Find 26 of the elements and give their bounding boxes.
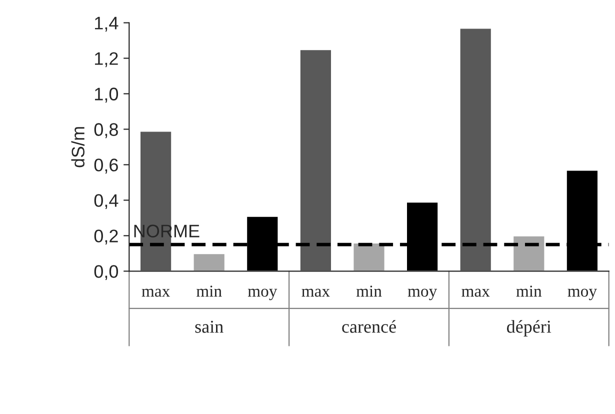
bar xyxy=(192,252,226,272)
text: dépéri xyxy=(506,320,552,336)
x-tick-label: moy xyxy=(408,288,438,300)
x-tick-label: moy xyxy=(248,288,278,300)
x-tick-label: moy xyxy=(568,288,597,300)
y-axis-title: dS/m xyxy=(71,127,85,168)
x-tick-label: min xyxy=(356,286,382,297)
y-tick-label: 0,6 xyxy=(94,158,118,174)
text: carencé xyxy=(342,320,396,333)
x-tick-label: min xyxy=(516,286,542,297)
y-tick-label: 0,0 xyxy=(94,265,118,280)
bar xyxy=(299,48,332,272)
x-tick-label: max xyxy=(142,288,170,297)
text: sain xyxy=(195,320,224,333)
x-tick-label: max xyxy=(462,288,490,297)
bar xyxy=(352,242,386,272)
y-tick-label: 1,2 xyxy=(95,52,118,68)
bar xyxy=(512,234,546,272)
x-tick-label: max xyxy=(302,288,330,297)
y-tick-label: 1,0 xyxy=(95,88,118,103)
y-tick-label: 0,8 xyxy=(94,123,118,138)
y-tick-label: 0,2 xyxy=(94,230,118,245)
y-tick-label: 0,4 xyxy=(94,194,118,210)
x-tick-label: min xyxy=(196,286,222,297)
y-tick-label: 1,4 xyxy=(95,16,118,32)
bar xyxy=(458,27,492,272)
